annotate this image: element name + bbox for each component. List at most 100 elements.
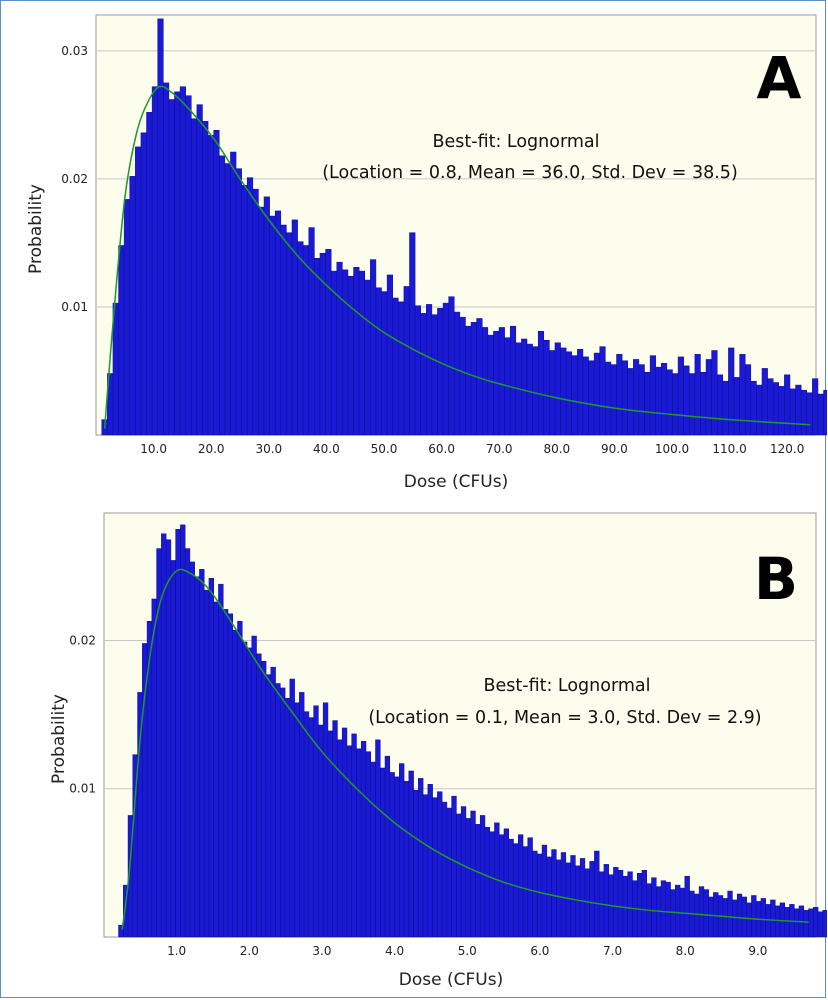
histogram-bar-a-123 bbox=[789, 388, 796, 436]
histogram-bar-a-16 bbox=[191, 118, 198, 436]
histogram-bar-b-77 bbox=[484, 827, 490, 938]
histogram-bar-b-104 bbox=[613, 867, 619, 938]
histogram-bar-a-15 bbox=[185, 95, 192, 436]
histogram-bar-a-2 bbox=[112, 302, 119, 436]
histogram-bar-a-69 bbox=[487, 334, 494, 436]
histogram-bar-b-85 bbox=[522, 846, 529, 938]
histogram-bar-a-92 bbox=[616, 354, 623, 436]
histogram-bar-a-129 bbox=[823, 389, 827, 436]
histogram-bar-a-28 bbox=[258, 206, 265, 436]
histogram-bar-a-102 bbox=[672, 373, 679, 436]
histogram-bar-a-100 bbox=[661, 363, 668, 436]
x-tick-label-a-11: 120.0 bbox=[770, 442, 804, 456]
histogram-bar-b-83 bbox=[513, 843, 519, 938]
histogram-bar-a-68 bbox=[481, 327, 489, 436]
histogram-bar-a-77 bbox=[532, 346, 539, 436]
histogram-bar-b-62 bbox=[413, 789, 419, 938]
histogram-bar-b-64 bbox=[422, 794, 429, 938]
histogram-bar-b-15 bbox=[189, 561, 195, 938]
histogram-bar-a-122 bbox=[784, 374, 791, 436]
histogram-bar-a-60 bbox=[437, 307, 444, 436]
histogram-bar-a-118 bbox=[761, 368, 768, 436]
histogram-bar-b-28 bbox=[251, 635, 257, 938]
histogram-bar-a-45 bbox=[353, 267, 360, 436]
histogram-bar-a-110 bbox=[716, 374, 724, 436]
histogram-bar-b-144 bbox=[803, 910, 809, 938]
annotation-title-a: Best-fit: Lognormal bbox=[433, 132, 600, 152]
histogram-bar-b-100 bbox=[594, 850, 600, 938]
histogram-bar-b-70 bbox=[451, 795, 457, 938]
histogram-bar-a-93 bbox=[621, 360, 628, 436]
histogram-bar-b-84 bbox=[518, 834, 524, 938]
histogram-bar-a-31 bbox=[274, 210, 282, 436]
y-tick-labels-a: 0.01 0.02 0.03 bbox=[61, 44, 88, 314]
histogram-bar-a-37 bbox=[308, 227, 315, 436]
x-axis-label-b: Dose (CFUs) bbox=[399, 970, 503, 990]
histogram-bar-b-16 bbox=[194, 576, 200, 938]
histogram-bar-a-61 bbox=[442, 302, 449, 436]
histogram-bar-b-22 bbox=[222, 609, 229, 938]
x-tick-label-a-4: 50.0 bbox=[371, 442, 398, 456]
histogram-bar-a-62 bbox=[448, 296, 455, 436]
histogram-bar-b-116 bbox=[670, 889, 676, 938]
histogram-bar-a-14 bbox=[179, 86, 186, 436]
histogram-bar-b-93 bbox=[560, 852, 567, 938]
histogram-bar-b-130 bbox=[736, 893, 743, 938]
histogram-bar-a-13 bbox=[174, 91, 181, 436]
histogram-bar-a-124 bbox=[795, 384, 802, 436]
histogram-bar-a-27 bbox=[252, 188, 259, 436]
histogram-bar-a-111 bbox=[722, 380, 729, 436]
x-tick-label-a-10: 110.0 bbox=[712, 442, 746, 456]
histogram-bar-b-87 bbox=[532, 850, 538, 938]
histogram-bar-b-122 bbox=[698, 886, 705, 938]
histogram-bar-b-13 bbox=[180, 524, 186, 938]
histogram-bar-b-66 bbox=[432, 797, 438, 938]
histogram-bar-b-60 bbox=[403, 781, 410, 938]
histogram-bar-b-131 bbox=[741, 896, 747, 938]
histogram-bar-a-64 bbox=[459, 316, 466, 436]
histogram-bar-b-142 bbox=[794, 908, 800, 938]
histogram-bar-a-101 bbox=[666, 369, 673, 436]
histogram-bar-a-125 bbox=[800, 389, 808, 436]
histogram-bar-a-91 bbox=[610, 364, 617, 436]
histogram-bar-b-35 bbox=[284, 698, 291, 938]
histogram-bar-a-113 bbox=[733, 377, 740, 436]
histogram-bar-a-84 bbox=[571, 355, 578, 436]
histogram-bar-a-99 bbox=[655, 366, 662, 436]
x-tick-label-a-6: 70.0 bbox=[486, 442, 513, 456]
histogram-bar-b-34 bbox=[280, 687, 286, 938]
histogram-bar-b-82 bbox=[508, 838, 514, 938]
histogram-bar-a-10 bbox=[157, 18, 164, 436]
histogram-bar-a-119 bbox=[767, 378, 774, 436]
histogram-bar-b-41 bbox=[313, 705, 319, 938]
histogram-bar-b-25 bbox=[237, 620, 243, 938]
histogram-bar-a-73 bbox=[509, 325, 517, 436]
histogram-bar-a-23 bbox=[230, 151, 237, 436]
histogram-bar-b-55 bbox=[380, 767, 386, 938]
histogram-bar-b-26 bbox=[242, 641, 248, 938]
x-tick-label-b-2: 3.0 bbox=[312, 944, 331, 958]
histogram-bar-b-10 bbox=[165, 539, 172, 938]
histogram-bar-a-88 bbox=[593, 352, 600, 436]
histogram-bar-b-106 bbox=[622, 875, 628, 938]
histogram-bar-a-103 bbox=[677, 356, 684, 436]
histogram-bar-a-115 bbox=[744, 364, 752, 436]
histogram-bar-a-114 bbox=[739, 354, 746, 436]
histogram-bar-b-67 bbox=[437, 791, 443, 938]
histogram-bar-a-59 bbox=[431, 314, 438, 436]
histogram-bar-a-36 bbox=[302, 245, 310, 436]
histogram-bar-a-65 bbox=[465, 325, 472, 436]
chart-panel-a: 10.0 20.0 30.0 40.0 50.0 60.0 70.0 80.0 90.0 100.… bbox=[26, 14, 827, 492]
histogram-bar-a-109 bbox=[711, 350, 718, 436]
histogram-bar-a-18 bbox=[202, 121, 209, 436]
x-tick-label-b-6: 7.0 bbox=[603, 944, 622, 958]
histogram-bar-a-107 bbox=[700, 372, 707, 436]
histogram-bar-b-80 bbox=[498, 834, 505, 938]
histogram-bar-b-43 bbox=[322, 702, 329, 938]
histogram-bar-a-76 bbox=[526, 343, 533, 436]
histogram-bar-a-49 bbox=[375, 287, 382, 436]
x-tick-label-b-7: 8.0 bbox=[676, 944, 695, 958]
histogram-bar-a-89 bbox=[599, 346, 606, 436]
histogram-bar-a-33 bbox=[286, 232, 293, 436]
